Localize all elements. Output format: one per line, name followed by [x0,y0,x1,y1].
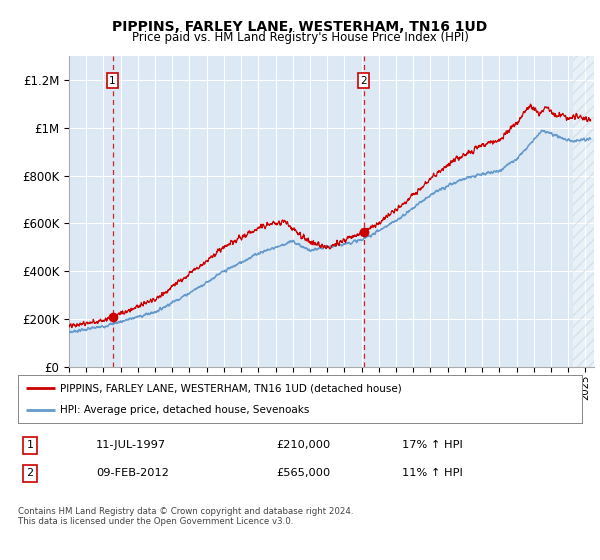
Text: 09-FEB-2012: 09-FEB-2012 [96,468,169,478]
Text: 2: 2 [360,76,367,86]
Text: 2: 2 [26,468,34,478]
Text: 1: 1 [109,76,116,86]
Bar [574,56,594,367]
Text: Price paid vs. HM Land Registry's House Price Index (HPI): Price paid vs. HM Land Registry's House … [131,31,469,44]
Text: 11-JUL-1997: 11-JUL-1997 [96,440,166,450]
Text: 17% ↑ HPI: 17% ↑ HPI [402,440,463,450]
Text: £565,000: £565,000 [276,468,330,478]
Text: PIPPINS, FARLEY LANE, WESTERHAM, TN16 1UD: PIPPINS, FARLEY LANE, WESTERHAM, TN16 1U… [112,20,488,34]
Text: PIPPINS, FARLEY LANE, WESTERHAM, TN16 1UD (detached house): PIPPINS, FARLEY LANE, WESTERHAM, TN16 1U… [60,383,402,393]
Text: 1: 1 [26,440,34,450]
Text: 11% ↑ HPI: 11% ↑ HPI [402,468,463,478]
Text: HPI: Average price, detached house, Sevenoaks: HPI: Average price, detached house, Seve… [60,405,310,415]
Text: Contains HM Land Registry data © Crown copyright and database right 2024.
This d: Contains HM Land Registry data © Crown c… [18,507,353,526]
Text: £210,000: £210,000 [276,440,330,450]
